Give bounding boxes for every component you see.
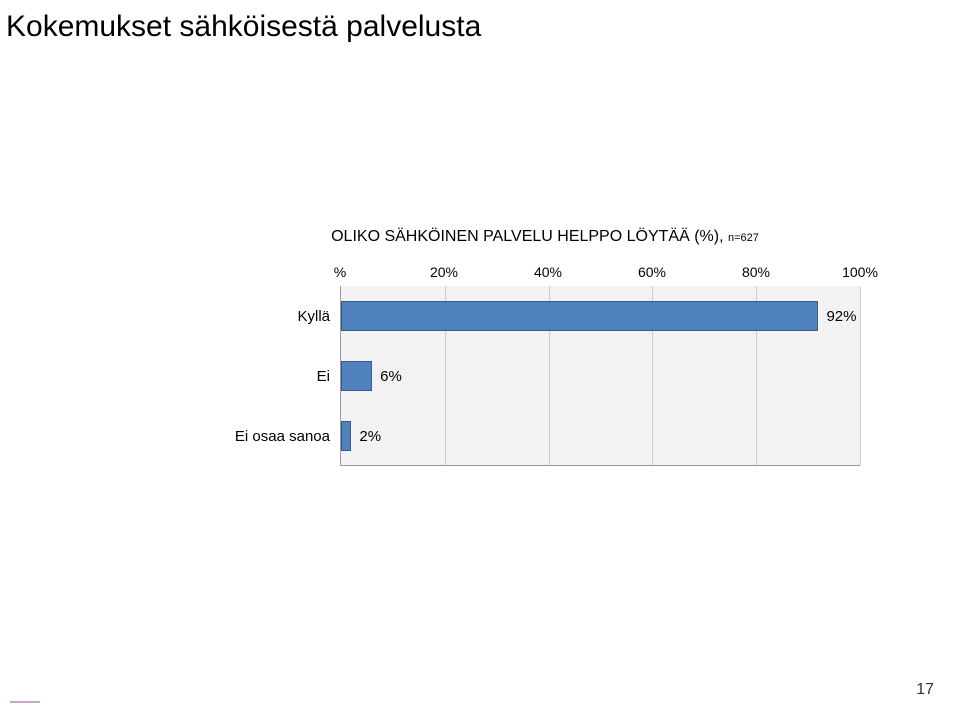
bar	[341, 361, 372, 391]
chart-title-sub: n=627	[728, 232, 759, 244]
plot-column: % 20% 40% 60% 80% 100% 92% 6%	[340, 264, 860, 466]
x-axis: % 20% 40% 60% 80% 100%	[340, 264, 860, 286]
bar-row: 2%	[341, 406, 860, 466]
bar	[341, 301, 818, 331]
bar-value: 2%	[359, 428, 381, 445]
page-title: Kokemukset sähköisestä palvelusta	[6, 10, 481, 44]
chart-container: OLIKO SÄHKÖINEN PALVELU HELPPO LÖYTÄÄ (%…	[230, 228, 860, 466]
category-label: Kyllä	[230, 286, 340, 346]
x-tick: %	[334, 264, 346, 280]
y-axis-labels: Kyllä Ei Ei osaa sanoa	[230, 264, 340, 466]
chart-title-main: OLIKO SÄHKÖINEN PALVELU HELPPO LÖYTÄÄ (%…	[331, 228, 728, 245]
x-tick: 40%	[534, 264, 562, 280]
gridline	[860, 286, 861, 465]
bar-row: 6%	[341, 346, 860, 406]
bar	[341, 421, 351, 451]
bar-row: 92%	[341, 286, 860, 346]
x-tick: 80%	[742, 264, 770, 280]
chart-title: OLIKO SÄHKÖINEN PALVELU HELPPO LÖYTÄÄ (%…	[230, 228, 860, 246]
plot-area: 92% 6% 2%	[340, 286, 860, 466]
x-tick: 100%	[842, 264, 878, 280]
bar-value: 92%	[826, 308, 856, 325]
page-number: 17	[916, 681, 934, 699]
chart-body: Kyllä Ei Ei osaa sanoa % 20% 40% 60% 80%…	[230, 264, 860, 466]
category-label: Ei osaa sanoa	[230, 406, 340, 466]
x-tick: 60%	[638, 264, 666, 280]
footer-decorative-line	[10, 701, 40, 703]
category-label: Ei	[230, 346, 340, 406]
bar-value: 6%	[380, 368, 402, 385]
x-tick: 20%	[430, 264, 458, 280]
